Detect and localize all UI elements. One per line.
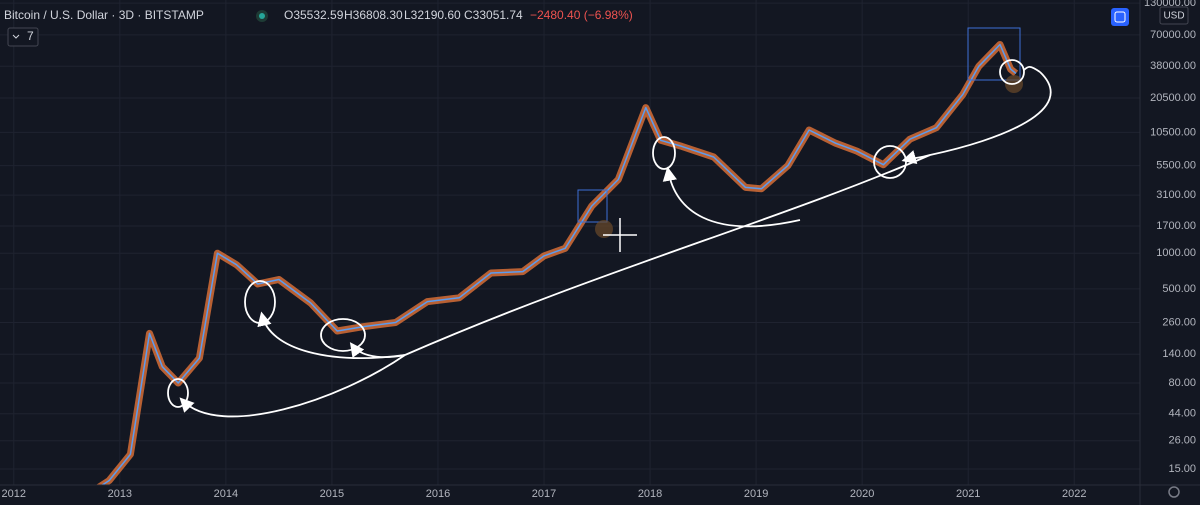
- icon: [1114, 11, 1126, 23]
- y-tick-label: 1000.00: [1156, 247, 1196, 259]
- x-tick-label: 2021: [956, 488, 980, 500]
- y-tick-label: 44.00: [1168, 408, 1196, 420]
- chevron: [12, 34, 20, 39]
- y-tick-label: 140.00: [1162, 348, 1196, 360]
- settings-icon[interactable]: [1168, 486, 1180, 498]
- currency: USD: [1163, 11, 1184, 22]
- x-tick-label: 2020: [850, 488, 874, 500]
- y-tick-label: 20500.00: [1150, 92, 1196, 104]
- circle: [999, 59, 1025, 85]
- x-tick-label: 2019: [744, 488, 768, 500]
- ohlc-open: O35532.59: [284, 8, 344, 22]
- marker: [595, 220, 613, 238]
- x-tick-label: 2018: [638, 488, 662, 500]
- y-tick-label: 1700.00: [1156, 220, 1196, 232]
- x-tick-label: 2013: [108, 488, 132, 500]
- indicator-count: 7: [27, 29, 34, 43]
- y-tick-label: 38000.00: [1150, 60, 1196, 72]
- y-tick-label: 70000.00: [1150, 29, 1196, 41]
- box: [577, 189, 608, 223]
- y-tick-label: 130000.00: [1144, 0, 1196, 9]
- y-tick-label: 10500.00: [1150, 126, 1196, 138]
- arrow: [1023, 65, 1041, 73]
- arrow: [349, 342, 406, 358]
- y-tick-label: 500.00: [1162, 283, 1196, 295]
- arrow: [901, 150, 931, 164]
- circle: [167, 378, 189, 408]
- fullscreen-button[interactable]: [1111, 8, 1129, 26]
- plot: [95, 41, 1019, 485]
- box: [967, 27, 1021, 81]
- x-tick-label: 2016: [426, 488, 450, 500]
- y-tick-label: 80.00: [1168, 377, 1196, 389]
- status-dot: [259, 13, 265, 19]
- ohlc-high: H36808.30: [344, 8, 403, 22]
- indicator-toggle[interactable]: [7, 27, 39, 47]
- y-tick-label: 5500.00: [1156, 160, 1196, 172]
- annotations: [167, 27, 1052, 418]
- arrow: [404, 154, 931, 356]
- x-tick-label: 2015: [320, 488, 344, 500]
- arrow: [662, 166, 801, 228]
- ohlc-low: L32190.60: [404, 8, 461, 22]
- arrow: [179, 354, 406, 418]
- x-tick-label: 2012: [2, 488, 26, 500]
- circle: [320, 318, 366, 352]
- x-tick-label: 2017: [532, 488, 556, 500]
- price-line: [100, 43, 1017, 485]
- x-tick-label: 2022: [1062, 488, 1086, 500]
- y-tick-label: 15.00: [1168, 463, 1196, 475]
- symbol: Bitcoin / U.S. Dollar · 3D · BITSTAMP: [4, 8, 204, 22]
- x-tick-label: 2014: [214, 488, 238, 500]
- y-tick-label: 3100.00: [1156, 189, 1196, 201]
- y-tick-label: 26.00: [1168, 435, 1196, 447]
- currency-button[interactable]: [1159, 6, 1189, 25]
- y-tick-label: 260.00: [1162, 316, 1196, 328]
- ohlc-change: −2480.40 (−6.98%): [530, 8, 633, 22]
- ohlc-close: C33051.74: [464, 8, 523, 22]
- arrow: [929, 71, 1052, 156]
